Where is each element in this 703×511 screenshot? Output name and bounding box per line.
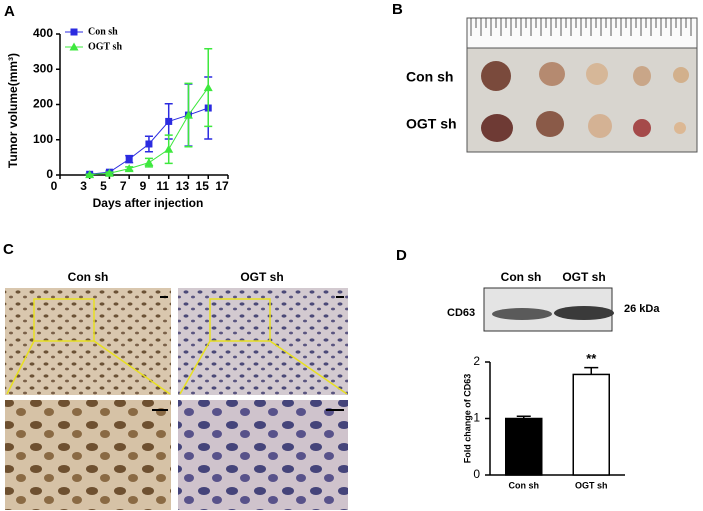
legend-label: OGT sh [88, 41, 122, 52]
x-tick-label: Con sh [509, 480, 540, 490]
panel-label: D [396, 247, 407, 264]
x-tick-label: OGT sh [575, 480, 608, 490]
data-point [183, 110, 193, 119]
panel-label: A [4, 3, 15, 20]
y-tick-label: 100 [33, 132, 53, 146]
data-point [144, 158, 154, 167]
bar [505, 417, 543, 476]
x-tick-label: 5 [100, 179, 107, 193]
column-label: OGT sh [240, 270, 283, 284]
y-tick-label: 0 [46, 167, 53, 181]
significance: ** [586, 351, 597, 366]
x-tick-label: 0 [51, 179, 58, 193]
data-point [124, 164, 134, 173]
x-axis-label: Days after injection [93, 196, 204, 210]
data-point [145, 140, 153, 148]
error-bar [584, 366, 599, 375]
x-tick-label: 11 [156, 179, 169, 193]
x-tick-label: 17 [215, 179, 229, 193]
legend-marker [70, 28, 78, 36]
bar [572, 373, 610, 476]
data-point [104, 168, 114, 177]
data-point [164, 144, 174, 153]
data-point [85, 170, 95, 179]
y-tick-label: 400 [33, 26, 53, 40]
data-point [203, 83, 213, 92]
tumor-photo [466, 17, 698, 153]
row-label: OGT sh [406, 116, 457, 132]
x-tick-label: 3 [80, 179, 87, 193]
lane-label: OGT sh [562, 270, 605, 284]
x-tick-label: 15 [196, 179, 210, 193]
panel-label: C [3, 241, 14, 258]
y-tick-label: 300 [33, 61, 53, 75]
y-tick-label: 2 [473, 354, 480, 368]
protein-label: CD63 [447, 307, 475, 319]
western-blot [483, 287, 614, 332]
y-tick-label: 200 [33, 97, 53, 111]
y-axis-label: Tumor volume(mm³) [6, 53, 20, 168]
size-label: 26 kDa [624, 303, 660, 315]
micrographs [5, 288, 348, 510]
lane-label: Con sh [501, 270, 542, 284]
y-tick-label: 1 [473, 411, 480, 425]
legend-label: Con sh [88, 26, 118, 37]
x-tick-label: 13 [176, 179, 190, 193]
data-point [125, 155, 133, 163]
legend-marker [69, 42, 79, 51]
y-tick-label: 0 [473, 467, 480, 481]
x-tick-label: 7 [120, 179, 127, 193]
y-axis-label: Fold change of CD63 [462, 374, 472, 464]
row-label: Con sh [406, 69, 453, 85]
panel-label: B [392, 1, 403, 18]
column-label: Con sh [68, 270, 109, 284]
x-tick-label: 9 [140, 179, 147, 193]
data-point [165, 117, 173, 125]
